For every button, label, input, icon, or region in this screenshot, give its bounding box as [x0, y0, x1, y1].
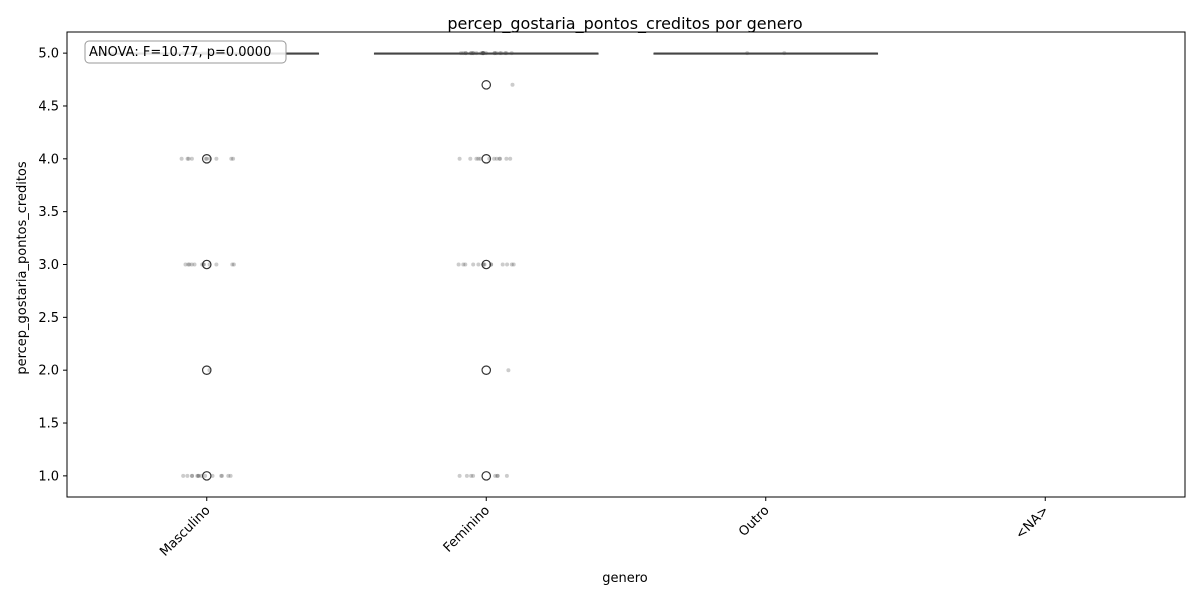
- jitter-point: [456, 262, 461, 267]
- x-tick-label: Masculino: [157, 503, 213, 559]
- outlier-point: [201, 259, 212, 270]
- jitter-point: [474, 156, 479, 161]
- outlier-point: [481, 80, 492, 90]
- jitter-point: [504, 473, 509, 478]
- jitter-point: [478, 156, 483, 161]
- jitter-point: [229, 156, 234, 161]
- jitter-point: [190, 473, 194, 478]
- jitter-point: [471, 262, 476, 267]
- jitter-point: [468, 156, 473, 161]
- y-tick-label: 3.5: [38, 205, 59, 220]
- jitter-point: [196, 473, 201, 478]
- jitter-point: [203, 473, 208, 478]
- x-axis-label: genero: [602, 571, 648, 586]
- chart-title: percep_gostaria_pontos_creditos por gene…: [447, 14, 802, 34]
- jitter-point: [186, 156, 191, 161]
- jitter-point: [511, 262, 516, 267]
- y-tick-label: 1.5: [38, 417, 59, 432]
- jitter-point: [204, 156, 209, 161]
- jitter-point: [506, 368, 511, 373]
- outlier-point: [481, 154, 492, 164]
- jitter-point: [471, 473, 476, 478]
- jitter-point: [187, 262, 192, 267]
- outlier-point: [481, 259, 492, 270]
- jitter-point: [192, 262, 197, 267]
- x-tick-label: Feminino: [441, 503, 493, 555]
- jitter-point: [495, 473, 500, 478]
- jitter-point: [185, 156, 190, 161]
- jitter-point: [498, 156, 503, 161]
- jitter-point: [230, 262, 235, 267]
- jitter-point: [181, 473, 186, 478]
- axes: 1.0 1.5 2.0 2.5 3.0 3.5 4.0 4.5 5.0 Masculino Femi…: [38, 31, 1186, 560]
- y-tick-label: 4.0: [38, 152, 59, 167]
- jitter-point: [228, 473, 233, 478]
- jitter-point: [464, 473, 469, 478]
- jitter-point: [461, 262, 466, 267]
- jitter-point: [219, 473, 224, 478]
- jitter-point: [195, 473, 200, 478]
- plot-area: [94, 51, 879, 481]
- jitter-point: [510, 82, 515, 87]
- jitter-point: [231, 262, 236, 267]
- outlier-point: [481, 365, 492, 375]
- jitter-point: [505, 262, 510, 267]
- jitter-point: [186, 262, 191, 267]
- jitter-point: [493, 473, 498, 478]
- jitter-point: [204, 156, 208, 161]
- y-tick-label: 2.5: [38, 311, 59, 326]
- x-tick-label: <NA>: [1013, 503, 1052, 542]
- jitter-point: [495, 473, 500, 478]
- y-tick-label: 1.0: [38, 469, 59, 484]
- jitter-point: [179, 156, 184, 161]
- jitter-point: [476, 262, 481, 267]
- jitter-point: [457, 473, 462, 478]
- jitter-point: [220, 473, 224, 478]
- jitter-point: [183, 262, 188, 267]
- jitter-point: [189, 156, 194, 161]
- jitter-point: [189, 262, 194, 267]
- outlier-point: [201, 365, 212, 375]
- annotation-box: [84, 40, 287, 64]
- annotation-text: ANOVA: F=10.77, p=0.0000: [89, 45, 271, 60]
- y-tick-label: 3.0: [38, 258, 59, 273]
- outlier-point: [201, 471, 212, 481]
- jitter-point: [469, 473, 474, 478]
- jitter-point: [481, 262, 486, 267]
- jitter-point: [509, 262, 514, 267]
- jitter-point: [231, 156, 236, 161]
- y-tick-label: 2.0: [38, 364, 59, 379]
- y-axis-label: percep_gostaria_pontos_creditos: [15, 161, 30, 375]
- y-tick-label: 4.5: [38, 99, 59, 114]
- jitter-point: [492, 156, 497, 161]
- outlier-point: [481, 471, 492, 481]
- jitter-point: [196, 473, 201, 478]
- jitter-point: [210, 473, 215, 478]
- outlier-point: [201, 154, 212, 164]
- jitter-point: [226, 473, 231, 478]
- jitter-point: [190, 473, 195, 478]
- jitter-point: [500, 262, 505, 267]
- jitter-point: [185, 473, 190, 478]
- x-tick-label: Outro: [736, 503, 773, 540]
- y-tick-label: 5.0: [38, 47, 59, 62]
- jitter-point: [504, 156, 509, 161]
- jitter-point: [482, 262, 487, 267]
- jitter-point: [457, 156, 462, 161]
- jitter-point: [508, 156, 513, 161]
- jitter-point: [463, 262, 468, 267]
- jitter-point: [214, 156, 219, 161]
- anova-annotation: ANOVA: F=10.77, p=0.0000: [84, 40, 287, 64]
- jitter-point: [497, 156, 502, 161]
- jitter-point: [214, 262, 219, 267]
- jitter-point: [494, 156, 499, 161]
- jitter-point: [476, 156, 481, 161]
